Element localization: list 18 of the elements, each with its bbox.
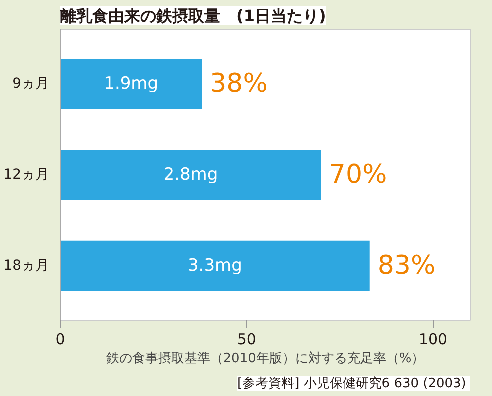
- y-tick-label: 18ヵ月: [4, 258, 50, 274]
- x-tick-label: 100: [418, 330, 448, 348]
- x-tick-label: 50: [237, 330, 256, 348]
- data-label: 70%: [329, 160, 388, 190]
- data-label: 83%: [378, 250, 436, 281]
- x-axis-title: 鉄の食事摂取基準（2010年版）に対する充足率（%）: [106, 350, 425, 366]
- y-tick-label: 9ヵ月: [12, 76, 50, 92]
- x-tick-label: 0: [56, 330, 66, 348]
- bar: [60, 59, 202, 110]
- bar: [60, 150, 322, 200]
- y-tick-label: 12ヵ月: [4, 167, 50, 183]
- chart-title: 離乳食由来の鉄摂取量 (1日当たり): [60, 6, 326, 26]
- annotation: 1.9mg: [104, 74, 159, 94]
- annotation: 2.8mg: [164, 165, 218, 185]
- annotation: 3.3mg: [188, 256, 242, 276]
- data-label: 38%: [210, 69, 268, 100]
- text: [参考資料] 小児保健研究6 630 (2003): [238, 376, 466, 392]
- bar: [60, 240, 370, 291]
